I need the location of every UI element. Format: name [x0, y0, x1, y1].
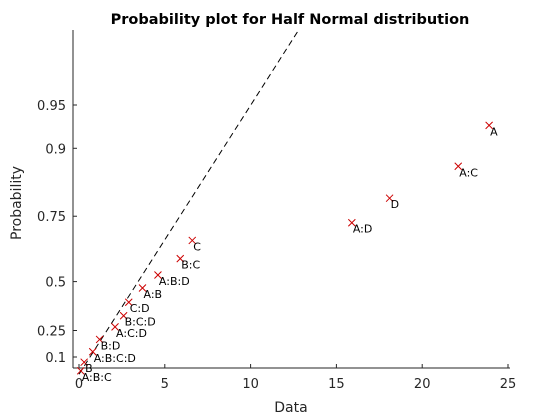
- point-marker: [154, 271, 162, 279]
- point-label: A: [490, 125, 498, 138]
- point-label: A:B: [143, 288, 162, 301]
- point-label: A:B:D: [159, 275, 190, 288]
- point-label: B:C:D: [125, 316, 156, 329]
- point-marker: [188, 236, 197, 245]
- point-label: A:D: [353, 223, 373, 236]
- y-tick-label: 0.1: [45, 351, 66, 366]
- reference-line: [78, 29, 300, 375]
- point-label: B: [85, 362, 93, 375]
- point-label: A:C: [459, 166, 478, 179]
- data-point: A:B: [138, 284, 162, 301]
- point-label: B:C: [181, 259, 200, 272]
- point-marker: [124, 298, 133, 307]
- x-tick-label: 25: [500, 377, 517, 392]
- x-axis-label: Data: [274, 400, 307, 416]
- point-marker: [88, 347, 97, 356]
- point-marker: [80, 358, 89, 367]
- point-marker: [347, 218, 356, 227]
- data-point: C:D: [124, 298, 150, 315]
- y-axis-label: Probability: [9, 166, 25, 240]
- point-label: A:C:D: [116, 327, 147, 340]
- point-marker: [485, 121, 493, 130]
- point-marker: [95, 335, 104, 344]
- point-label: C:D: [130, 302, 150, 315]
- x-axis-ticks: 0 5 10 15 20 25: [75, 364, 516, 392]
- data-point: A:C:D: [111, 322, 147, 340]
- point-label: A:B:C:D: [94, 352, 136, 365]
- data-points: A:B:CBA:B:C:DB:DA:C:DB:C:DC:DA:BA:B:D B:C…: [76, 121, 498, 384]
- data-point: B:D: [95, 335, 121, 352]
- point-marker: [76, 366, 85, 375]
- plot-background: [73, 30, 510, 368]
- point-marker: [138, 284, 147, 292]
- data-point: A:B:D: [154, 271, 190, 288]
- y-axis-ticks: 0.1 0.25 0.5 0.75 0.9 0.95: [37, 99, 77, 366]
- y-tick-label: 0.95: [37, 99, 66, 114]
- x-tick-label: 15: [328, 377, 345, 392]
- plot-area: 0 5 10 15 20 25 0.10.250.50.750.90.95 A:B:CBA…: [37, 29, 516, 392]
- point-marker: [119, 311, 128, 320]
- data-point: B:C:D: [119, 311, 156, 329]
- point-label: C: [193, 240, 201, 253]
- data-point: A:B:C: [76, 366, 112, 384]
- data-point: A:B:C:D: [88, 347, 136, 365]
- point-marker: [111, 322, 119, 331]
- y-tick-label: 0.75: [37, 210, 66, 225]
- x-tick-label: 10: [242, 377, 259, 392]
- data-point: A: [485, 121, 498, 138]
- data-point: B:C: [176, 254, 200, 272]
- chart-title: Probability plot for Half Normal distrib…: [111, 12, 470, 28]
- point-marker: [385, 194, 394, 203]
- point-marker: [454, 162, 463, 171]
- x-tick-label: 20: [414, 377, 431, 392]
- data-point: C: [188, 236, 201, 253]
- point-label: D: [391, 198, 399, 211]
- data-point: A:C: [454, 162, 478, 179]
- x-tick-label: 5: [161, 377, 169, 392]
- y-tick-label: 0.9: [45, 142, 66, 157]
- y-tick-label: 0.25: [37, 324, 66, 339]
- data-point: A:D: [347, 218, 373, 236]
- point-marker: [176, 254, 185, 263]
- x-tick-label: 0: [75, 377, 83, 392]
- point-label: A:B:C: [82, 371, 112, 384]
- point-label: B:D: [101, 339, 121, 352]
- y-tick-label: 0.5: [45, 276, 66, 291]
- data-point: B: [80, 358, 93, 375]
- data-point: D: [385, 194, 399, 211]
